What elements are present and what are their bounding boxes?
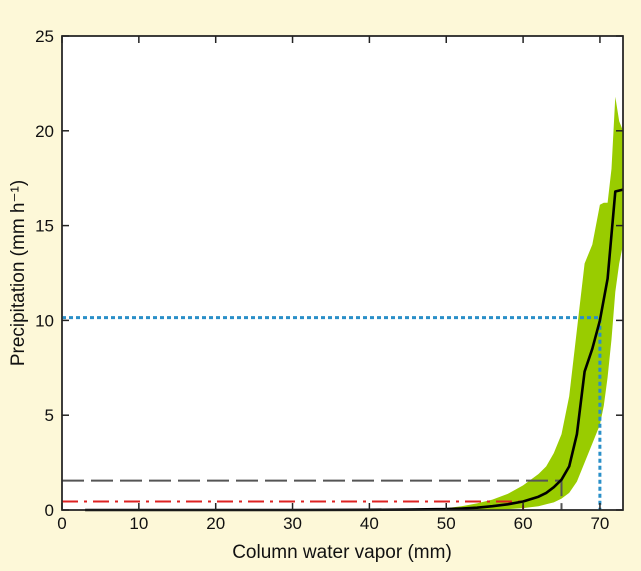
x-tick-label: 50 [437,514,456,533]
y-tick-label: 0 [45,501,54,520]
y-tick-label: 5 [45,406,54,425]
y-tick-label: 15 [35,217,54,236]
y-tick-label: 20 [35,122,54,141]
x-tick-label: 70 [590,514,609,533]
plot-area [61,35,624,511]
x-tick-label: 10 [129,514,148,533]
confidence-band [446,96,623,510]
confidence-band-layer [446,96,623,510]
x-tick-label: 20 [206,514,225,533]
reference-line-dotted [62,316,602,510]
x-axis-title: Column water vapor (mm) [232,542,452,563]
plot-frame [61,35,624,511]
x-tick-label: 40 [360,514,379,533]
x-tick-label: 60 [514,514,533,533]
y-tick-label: 25 [35,27,54,46]
y-tick-label: 10 [35,311,54,330]
y-axis-title: Precipitation (mm h⁻¹) [8,180,29,366]
ticks-layer: 0 10 20 30 40 50 60 70 0 5 10 15 20 25 [35,27,623,533]
x-tick-label: 0 [57,514,66,533]
x-tick-label: 30 [283,514,302,533]
